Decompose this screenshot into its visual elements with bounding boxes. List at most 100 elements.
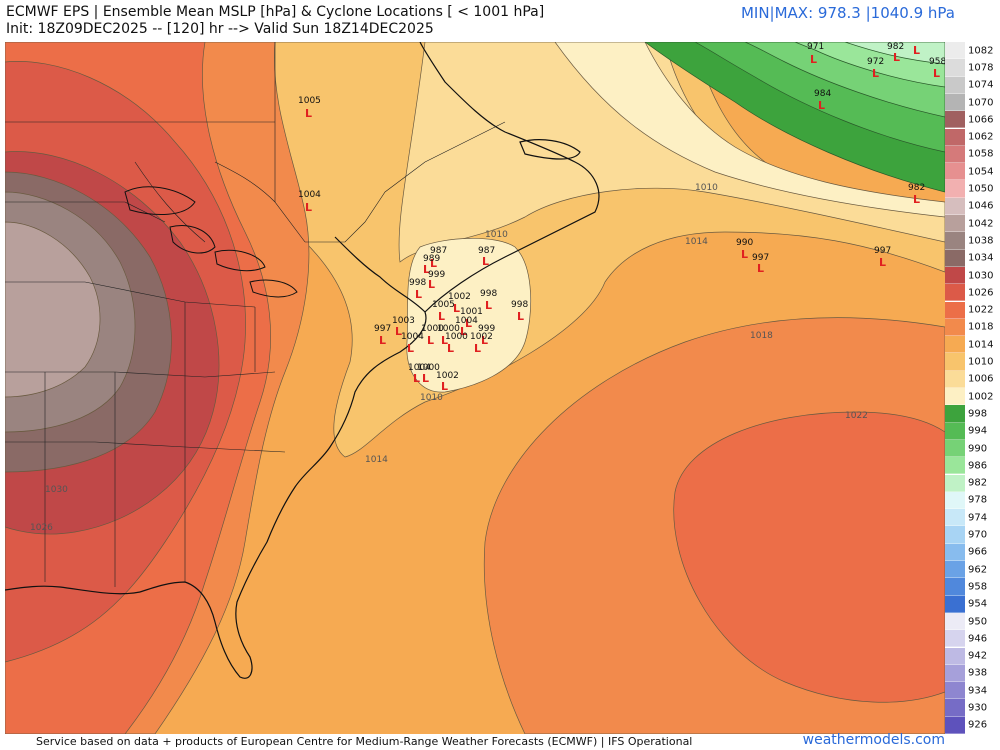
colorbar-swatch	[945, 76, 965, 94]
colorbar-swatch	[945, 405, 965, 423]
colorbar-swatch	[945, 128, 965, 146]
colorbar-swatch	[945, 491, 965, 510]
colorbar-label: 962	[968, 564, 988, 576]
colorbar-label: 1066	[968, 114, 994, 126]
svg-text:987: 987	[430, 246, 447, 256]
svg-text:L: L	[460, 325, 467, 338]
colorbar-label: 934	[968, 685, 988, 697]
colorbar-label: 942	[968, 650, 988, 662]
svg-text:L: L	[465, 317, 472, 330]
svg-text:L: L	[379, 334, 386, 347]
svg-text:987: 987	[478, 246, 495, 256]
colorbar-swatch	[945, 301, 965, 319]
svg-text:L: L	[485, 299, 492, 312]
svg-text:999: 999	[428, 270, 445, 280]
svg-text:L: L	[438, 310, 445, 323]
colorbar-label: 982	[968, 477, 988, 489]
brand-link[interactable]: weathermodels.com	[802, 732, 945, 748]
colorbar-label: 1034	[968, 252, 994, 264]
svg-text:970: 970	[908, 42, 925, 43]
colorbar-label: 1078	[968, 62, 994, 74]
svg-text:982: 982	[887, 42, 904, 52]
pressure-field-1002-north	[554, 42, 945, 218]
colorbar-swatch	[945, 93, 965, 112]
colorbar-label: 1058	[968, 148, 994, 160]
colorbar-label: 974	[968, 512, 988, 524]
colorbar-label: 1030	[968, 270, 994, 282]
isobar-label: 1014	[365, 455, 388, 465]
isobar-label: 1010	[420, 393, 443, 403]
colorbar-swatch	[945, 647, 965, 665]
colorbar-swatch	[945, 682, 965, 700]
colorbar-swatch	[945, 578, 965, 596]
colorbar-label: 970	[968, 529, 988, 541]
svg-text:L: L	[481, 334, 488, 347]
svg-text:990: 990	[736, 238, 753, 248]
cyclone-marker: 970L	[908, 42, 925, 57]
colorbar-label: 978	[968, 494, 988, 506]
colorbar-swatch	[945, 561, 965, 579]
colorbar-swatch	[945, 422, 965, 440]
svg-text:L: L	[893, 51, 900, 64]
colorbar-label: 1010	[968, 356, 994, 368]
colorbar-label: 1006	[968, 373, 994, 385]
svg-text:L: L	[913, 44, 920, 57]
svg-text:L: L	[741, 248, 748, 261]
svg-text:L: L	[482, 255, 489, 268]
colorbar-swatch	[945, 215, 965, 233]
coastlines	[5, 42, 600, 679]
svg-text:984: 984	[814, 89, 831, 99]
svg-text:999: 999	[478, 324, 495, 334]
svg-text:L: L	[305, 201, 312, 214]
svg-text:998: 998	[480, 289, 497, 299]
isobar-label: 1030	[45, 485, 68, 495]
isobar-label: 1018	[750, 331, 773, 341]
svg-text:972: 972	[867, 57, 884, 67]
colorbar-swatch	[945, 266, 965, 285]
pressure-field-1002-low	[406, 237, 532, 393]
colorbar-label: 1002	[968, 391, 994, 403]
svg-text:1005: 1005	[432, 300, 455, 310]
svg-text:L: L	[453, 302, 460, 315]
svg-text:997: 997	[874, 246, 891, 256]
svg-text:997: 997	[374, 324, 391, 334]
colorbar-label: 1050	[968, 183, 994, 195]
pressure-field-1042-west	[5, 221, 101, 398]
svg-text:L: L	[422, 372, 429, 385]
isobar-label: 1026	[30, 523, 53, 533]
svg-text:L: L	[757, 262, 764, 275]
colorbar-swatch	[945, 439, 965, 458]
svg-text:L: L	[447, 342, 454, 355]
isobar-label: 1010	[695, 183, 718, 193]
svg-text:L: L	[818, 99, 825, 112]
data-credit: Service based on data + products of Euro…	[36, 735, 693, 748]
colorbar-label: 954	[968, 598, 988, 610]
svg-text:1004: 1004	[455, 316, 478, 326]
map-title: ECMWF EPS | Ensemble Mean MSLP [hPa] & C…	[6, 4, 545, 20]
colorbar-swatch	[945, 59, 965, 77]
colorbar-label: 1042	[968, 218, 994, 230]
colorbar-label: 1014	[968, 339, 994, 351]
colorbar-swatch	[945, 509, 965, 527]
colorbar-swatch	[945, 388, 965, 406]
svg-text:L: L	[517, 310, 524, 323]
svg-text:L: L	[395, 325, 402, 338]
colorbar-label: 1074	[968, 79, 994, 91]
svg-text:1000: 1000	[421, 324, 444, 334]
